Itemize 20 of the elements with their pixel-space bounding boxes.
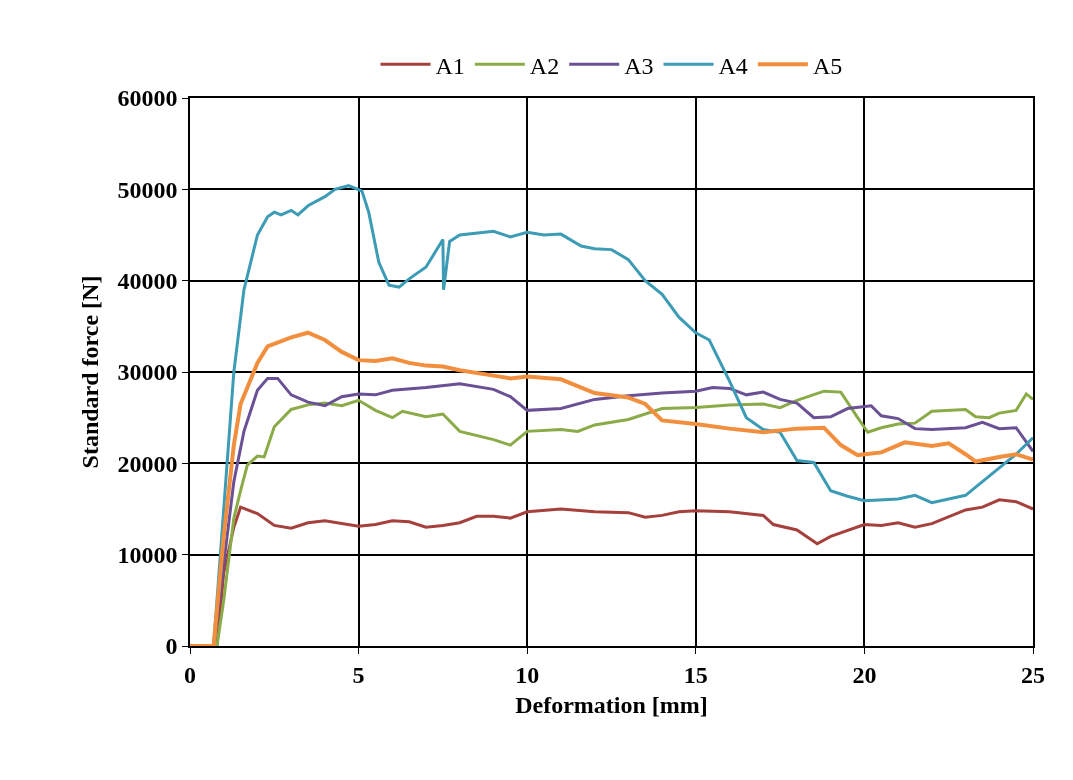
y-tick-label: 20000 — [117, 450, 178, 477]
y-tick-label: 60000 — [117, 85, 178, 112]
legend-label: A1 — [435, 52, 465, 79]
legend-label: A5 — [812, 52, 843, 79]
x-axis-title: Deformation [mm] — [515, 692, 708, 719]
x-tick-label: 0 — [184, 661, 196, 688]
y-tick-label: 0 — [165, 633, 178, 660]
x-tick-label: 10 — [515, 661, 540, 688]
legend-label: A2 — [529, 52, 560, 79]
y-tick-label: 50000 — [117, 176, 178, 203]
legend-label: A4 — [718, 52, 748, 79]
y-tick-label: 40000 — [117, 268, 178, 295]
x-tick-label: 20 — [852, 661, 877, 688]
y-axis-title: Standard force [N] — [77, 275, 104, 469]
y-tick-label: 30000 — [117, 359, 178, 386]
x-tick-label: 15 — [683, 661, 708, 688]
y-tick-label: 10000 — [117, 542, 178, 569]
x-tick-label: 5 — [352, 661, 365, 688]
x-tick-label: 25 — [1021, 661, 1045, 688]
legend-label: A3 — [624, 52, 654, 79]
